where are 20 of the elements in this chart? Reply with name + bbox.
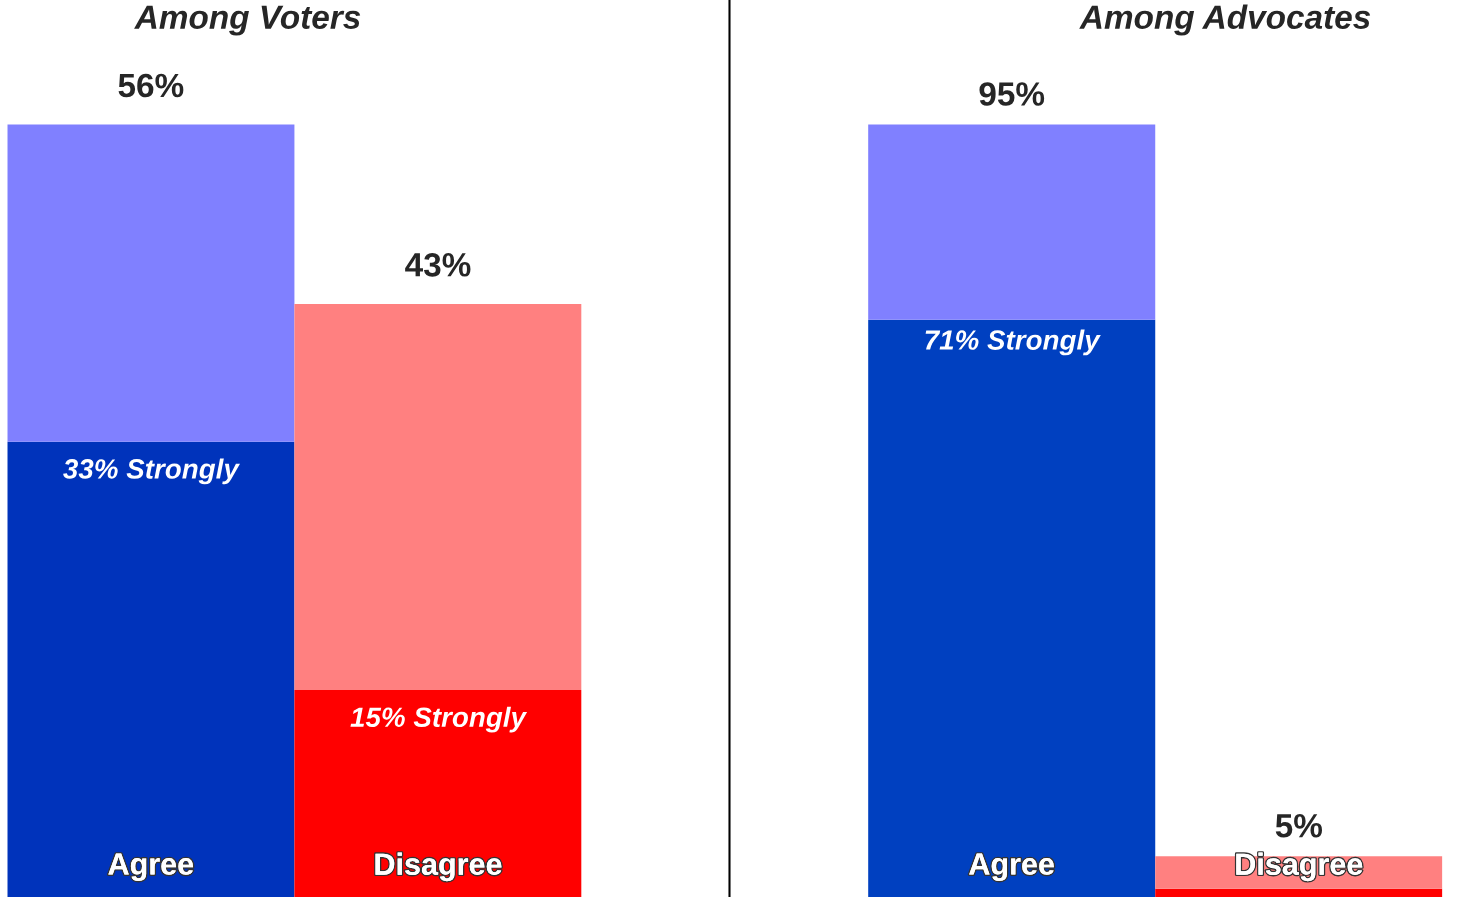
bar (7, 441, 295, 897)
total-label: 95% (979, 82, 1045, 106)
x-tick-label: Agree (969, 853, 1054, 882)
x-tick-label: Disagree (1236, 852, 1363, 882)
data-label: 33% Strongly (63, 458, 240, 485)
bar (868, 124, 1156, 320)
bar (1155, 888, 1443, 897)
total-label: 56% (118, 73, 184, 98)
chart-title: Among Advocates (1079, 4, 1371, 36)
bar (294, 303, 582, 691)
x-tick-label: Agree (108, 853, 194, 882)
bar (294, 690, 582, 897)
data-label: 15% Strongly (350, 706, 528, 733)
bar (868, 319, 1156, 897)
total-label: 5% (1275, 814, 1323, 838)
total-label: 43% (405, 253, 471, 277)
chart-title: Among Voters (134, 5, 361, 36)
bar (7, 124, 295, 442)
data-label: 71% Strongly (925, 329, 1101, 356)
x-tick-label: Disagree (375, 852, 502, 882)
